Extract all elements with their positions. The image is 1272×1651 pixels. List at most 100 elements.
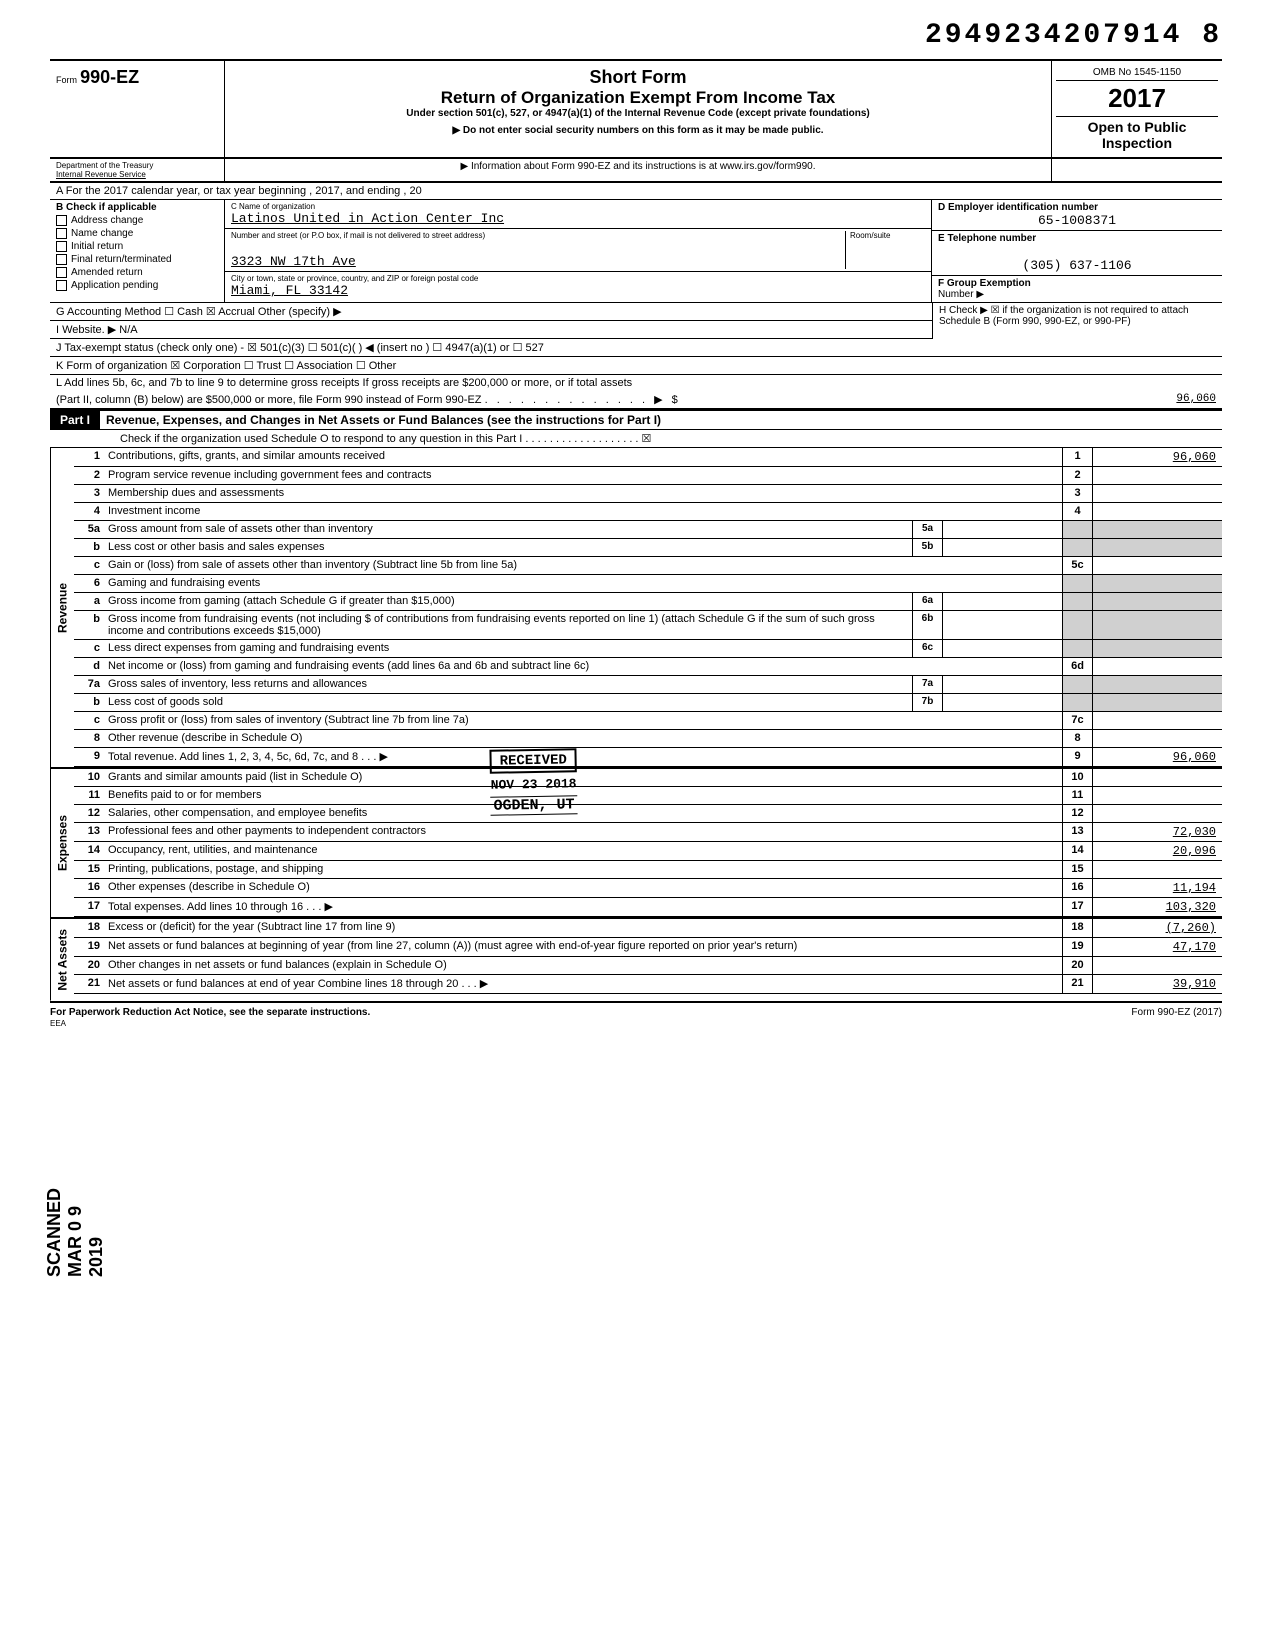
num-box-shaded xyxy=(1062,593,1092,610)
line-h: H Check ▶ ☒ if the organization is not r… xyxy=(932,303,1222,339)
dept-treasury: Department of the Treasury xyxy=(56,161,218,170)
table-row: 11Benefits paid to or for members11 xyxy=(74,787,1222,805)
val-box xyxy=(1092,658,1222,675)
section-a: A For the 2017 calendar year, or tax yea… xyxy=(50,183,1222,200)
open-inspection: Open to Public Inspection xyxy=(1056,117,1218,153)
main-title: Return of Organization Exempt From Incom… xyxy=(235,88,1041,108)
group-label2: Number ▶ xyxy=(938,289,1216,300)
num-box: 19 xyxy=(1062,938,1092,956)
cb-label: Final return/terminated xyxy=(71,254,172,265)
line-number: 11 xyxy=(74,787,104,804)
org-info-row: B Check if applicable Address change Nam… xyxy=(50,200,1222,302)
line-description: Gross sales of inventory, less returns a… xyxy=(104,676,912,693)
note1: ▶ Do not enter social security numbers o… xyxy=(235,125,1041,136)
line-number: b xyxy=(74,611,104,639)
val-box xyxy=(1092,503,1222,520)
table-row: 14Occupancy, rent, utilities, and mainte… xyxy=(74,842,1222,861)
cb-label: Name change xyxy=(71,228,133,239)
num-box: 2 xyxy=(1062,467,1092,484)
table-row: cLess direct expenses from gaming and fu… xyxy=(74,640,1222,658)
form-number: 990-EZ xyxy=(80,67,139,87)
sub-box: 7a xyxy=(912,676,942,693)
num-box-shaded xyxy=(1062,521,1092,538)
val-box: 103,320 xyxy=(1092,898,1222,916)
line-number: 6 xyxy=(74,575,104,592)
val-box xyxy=(1092,769,1222,786)
val-box xyxy=(1092,485,1222,502)
line-number: 4 xyxy=(74,503,104,520)
val-box: 47,170 xyxy=(1092,938,1222,956)
line-number: 9 xyxy=(74,748,104,766)
line-l-value: 96,060 xyxy=(1086,393,1216,406)
val-box-shaded xyxy=(1092,676,1222,693)
revenue-section: Revenue 1Contributions, gifts, grants, a… xyxy=(50,448,1222,769)
right-info: D Employer identification number 65-1008… xyxy=(932,200,1222,302)
val-box-shaded xyxy=(1092,521,1222,538)
line-description: Contributions, gifts, grants, and simila… xyxy=(104,448,1062,466)
line-description: Gross profit or (loss) from sales of inv… xyxy=(104,712,1062,729)
sub-value xyxy=(942,521,1062,538)
num-box: 9 xyxy=(1062,748,1092,766)
netassets-section: Net Assets 18Excess or (deficit) for the… xyxy=(50,919,1222,1003)
table-row: 10Grants and similar amounts paid (list … xyxy=(74,769,1222,787)
line-number: 14 xyxy=(74,842,104,860)
val-box xyxy=(1092,805,1222,822)
dept-info: Department of the Treasury Internal Reve… xyxy=(50,159,225,181)
header-left: Form 990-EZ xyxy=(50,61,225,157)
expenses-label: Expenses xyxy=(50,769,74,917)
line-number: 17 xyxy=(74,898,104,916)
sub-value xyxy=(942,676,1062,693)
ein-label: D Employer identification number xyxy=(938,202,1216,213)
footer: For Paperwork Reduction Act Notice, see … xyxy=(50,1003,1222,1033)
line-number: 3 xyxy=(74,485,104,502)
part1-check: Check if the organization used Schedule … xyxy=(50,430,1222,448)
street-row: Number and street (or P.O box, if mail i… xyxy=(225,229,931,272)
table-row: bLess cost or other basis and sales expe… xyxy=(74,539,1222,557)
table-row: 4Investment income4 xyxy=(74,503,1222,521)
sub-value xyxy=(942,611,1062,639)
table-row: aGross income from gaming (attach Schedu… xyxy=(74,593,1222,611)
num-box: 13 xyxy=(1062,823,1092,841)
line-l-text2: (Part II, column (B) below) are $500,000… xyxy=(56,393,1086,406)
line-number: 8 xyxy=(74,730,104,747)
val-box: (7,260) xyxy=(1092,919,1222,937)
phone-label: E Telephone number xyxy=(938,233,1216,244)
val-box: 96,060 xyxy=(1092,448,1222,466)
line-number: 12 xyxy=(74,805,104,822)
header-right: OMB No 1545-1150 2017 Open to Public Ins… xyxy=(1052,61,1222,157)
table-row: 15Printing, publications, postage, and s… xyxy=(74,861,1222,879)
line-description: Printing, publications, postage, and shi… xyxy=(104,861,1062,878)
section-b: B Check if applicable Address change Nam… xyxy=(50,200,225,302)
line-g: G Accounting Method ☐ Cash ☒ Accrual Oth… xyxy=(50,303,932,321)
sub-box: 7b xyxy=(912,694,942,711)
line-number: 13 xyxy=(74,823,104,841)
line-number: 15 xyxy=(74,861,104,878)
line-description: Investment income xyxy=(104,503,1062,520)
form-label: Form xyxy=(56,75,77,85)
sub-value xyxy=(942,593,1062,610)
num-box: 21 xyxy=(1062,975,1092,993)
part1-title: Revenue, Expenses, and Changes in Net As… xyxy=(100,411,1222,429)
irs-label: Internal Revenue Service xyxy=(56,170,218,179)
section-b-title: B Check if applicable xyxy=(56,202,218,213)
table-row: 12Salaries, other compensation, and empl… xyxy=(74,805,1222,823)
val-box xyxy=(1092,861,1222,878)
line-number: c xyxy=(74,557,104,574)
num-box-shaded xyxy=(1062,539,1092,556)
footer-right: Form 990-EZ (2017) xyxy=(1131,1007,1222,1029)
num-box: 5c xyxy=(1062,557,1092,574)
line-number: 18 xyxy=(74,919,104,937)
val-box-shaded xyxy=(1092,611,1222,639)
org-name-row: C Name of organization Latinos United in… xyxy=(225,200,931,229)
num-box: 16 xyxy=(1062,879,1092,897)
cb-address-change: Address change xyxy=(56,215,218,226)
line-number: 2 xyxy=(74,467,104,484)
stamp-ogden: OGDEN, UT xyxy=(490,795,578,816)
val-box-shaded xyxy=(1092,640,1222,657)
line-number: 7a xyxy=(74,676,104,693)
num-box-shaded xyxy=(1062,694,1092,711)
street-label: Number and street (or P.O box, if mail i… xyxy=(231,231,845,240)
line-number: 20 xyxy=(74,957,104,974)
val-box-shaded xyxy=(1092,539,1222,556)
revenue-label: Revenue xyxy=(50,448,74,767)
